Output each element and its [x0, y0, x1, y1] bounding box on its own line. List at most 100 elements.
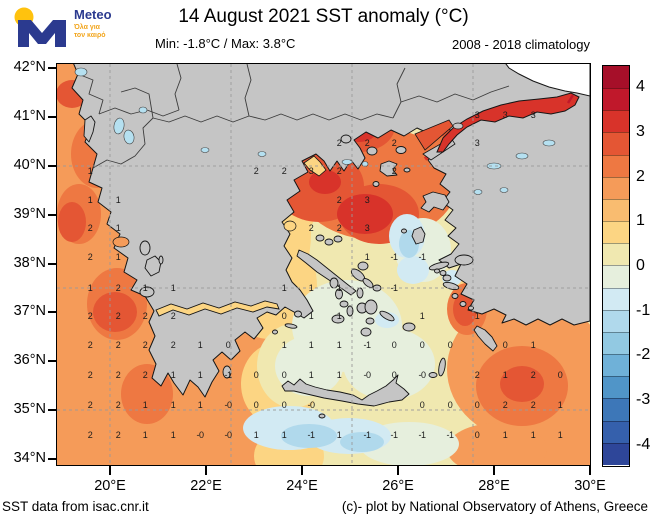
- sea-anomaly-value: 2: [115, 340, 121, 350]
- sea-anomaly-value: 1: [253, 430, 259, 440]
- sea-anomaly-value: 1: [87, 283, 93, 293]
- sea-anomaly-value: 2: [502, 400, 508, 410]
- sea-anomaly-value: 2: [336, 195, 342, 205]
- sea-anomaly-value: 1: [197, 400, 203, 410]
- map-area: 3 3 3 2 2 2 3 1 2 2 3 2 2 1 1 2 3 2 1 2 2 3 2 1 1 -1 -1 1 2 1 1 1 1 1 -1 2 2…: [56, 63, 591, 466]
- sea-anomaly-value: 1: [115, 252, 121, 262]
- sst-anomaly-map: [57, 64, 590, 465]
- sea-anomaly-value: 1: [142, 400, 148, 410]
- lon-tick-label: 20°E: [94, 478, 126, 494]
- sea-anomaly-value: 0: [391, 340, 397, 350]
- lat-tick-mark: [48, 164, 56, 167]
- sea-anomaly-value: 2: [530, 370, 536, 380]
- logo-tagline: Όλα για τον καιρό: [74, 24, 106, 39]
- sea-anomaly-value: 1: [87, 195, 93, 205]
- sea-anomaly-value: 2: [115, 311, 121, 321]
- sea-anomaly-value: 2: [87, 400, 93, 410]
- lon-tick-label: 30°E: [574, 478, 606, 494]
- colorbar-segment: [603, 442, 629, 465]
- sea-anomaly-value: 2: [115, 400, 121, 410]
- sea-anomaly-value: -0: [307, 400, 315, 410]
- sea-anomaly-value: -1: [390, 252, 398, 262]
- sea-anomaly-value: 3: [364, 223, 370, 233]
- page-title: 14 August 2021 SST anomaly (°C): [178, 6, 469, 27]
- colorbar-tick-label: -2: [636, 346, 650, 364]
- sea-anomaly-value: 1: [115, 223, 121, 233]
- lat-tick-mark: [48, 67, 56, 69]
- sea-anomaly-value: 3: [474, 138, 480, 148]
- colorbar-segment: [603, 66, 629, 89]
- lat-tick-label: 40°N: [13, 156, 46, 173]
- lat-tick-label: 35°N: [13, 401, 46, 418]
- sea-anomaly-value: 0: [253, 370, 259, 380]
- sea-anomaly-value: -1: [363, 430, 371, 440]
- sea-anomaly-value: 2: [336, 223, 342, 233]
- colorbar-tick-label: -4: [636, 435, 650, 453]
- colorbar-segment: [603, 132, 629, 155]
- lat-tick-label: 37°N: [13, 303, 46, 320]
- sea-anomaly-value: 1: [197, 340, 203, 350]
- data-source-credit: SST data from isac.cnr.it: [2, 499, 149, 514]
- sea-anomaly-value: 2: [87, 340, 93, 350]
- sea-anomaly-value: 1: [170, 430, 176, 440]
- meteo-logo-icon: [14, 7, 66, 47]
- lat-tick-label: 41°N: [13, 107, 46, 124]
- lon-tick-label: 28°E: [478, 478, 510, 494]
- colorbar-tick-label: 0: [636, 257, 645, 274]
- sea-anomaly-value: -1: [418, 252, 426, 262]
- lat-tick-mark: [48, 311, 56, 314]
- sea-anomaly-value: 1: [336, 430, 342, 440]
- sea-anomaly-value: 1: [557, 430, 563, 440]
- colorbar-segment: [603, 376, 629, 399]
- sea-anomaly-value: 0: [225, 340, 231, 350]
- lat-tick-label: 39°N: [13, 205, 46, 222]
- sea-anomaly-value: 2: [87, 430, 93, 440]
- sea-anomaly-value: 1: [281, 283, 287, 293]
- sea-anomaly-value: 2: [142, 311, 148, 321]
- colorbar-tick-label: -3: [636, 391, 650, 408]
- colorbar-segment: [603, 309, 629, 332]
- lat-tick-label: 36°N: [13, 352, 46, 369]
- sea-anomaly-value: 1: [87, 166, 93, 176]
- sea-anomaly-value: 2: [170, 311, 176, 321]
- colorbar-segment: [603, 265, 629, 288]
- sea-anomaly-value: -1: [363, 340, 371, 350]
- colorbar-segment: [603, 398, 629, 421]
- minmax-label: Min: -1.8°C / Max: 3.8°C: [155, 36, 296, 51]
- lon-tick-mark: [205, 466, 207, 475]
- sea-anomaly-value: 0: [557, 370, 563, 380]
- sea-anomaly-value: 1: [142, 283, 148, 293]
- sea-anomaly-value: 2: [253, 166, 259, 176]
- lon-tick-mark: [301, 466, 303, 475]
- lon-tick-label: 26°E: [382, 478, 414, 494]
- meteo-logo: Meteo Όλα για τον καιρό: [8, 2, 158, 50]
- sea-anomaly-value: 2: [308, 223, 314, 233]
- sea-anomaly-value: -1: [390, 430, 398, 440]
- sea-anomaly-value: 1: [364, 252, 370, 262]
- sea-anomaly-value: 1: [336, 283, 342, 293]
- sea-anomaly-value: 1: [170, 400, 176, 410]
- sea-anomaly-value: -1: [446, 430, 454, 440]
- sea-anomaly-value: -0: [224, 430, 232, 440]
- sea-anomaly-value: 1: [502, 430, 508, 440]
- sea-anomaly-value: 1: [502, 370, 508, 380]
- sea-anomaly-value: 2: [336, 166, 342, 176]
- logo-brand-text: Meteo: [74, 7, 112, 22]
- colorbar-segment: [603, 420, 629, 443]
- colorbar-tick-label: 1: [636, 212, 645, 230]
- lon-tick-mark: [397, 466, 399, 475]
- sea-anomaly-value: 2: [336, 138, 342, 148]
- sea-anomaly-value: 1: [281, 340, 287, 350]
- lat-tick-mark: [48, 262, 56, 265]
- colorbar-segment: [603, 243, 629, 266]
- colorbar-tick-label: 4: [636, 78, 645, 96]
- sea-anomaly-value: -0: [224, 400, 232, 410]
- sea-anomaly-value: 1: [308, 283, 314, 293]
- sea-anomaly-value: -1: [390, 283, 398, 293]
- sea-anomaly-value: 2: [142, 340, 148, 350]
- sea-anomaly-value: 1: [530, 340, 536, 350]
- colorbar-segment: [603, 221, 629, 244]
- lon-tick-label: 24°E: [286, 478, 318, 494]
- sea-anomaly-value: 1: [308, 370, 314, 380]
